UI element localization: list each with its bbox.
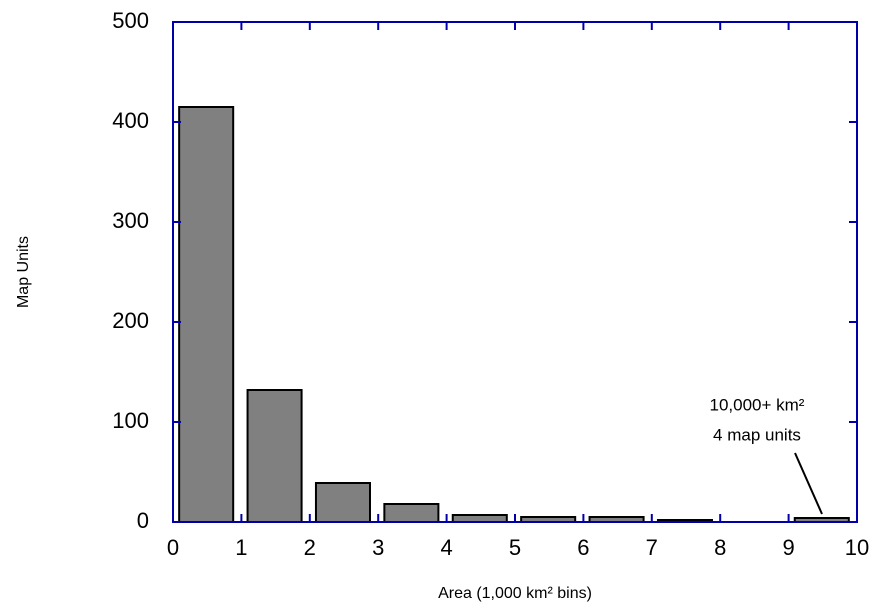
x-tick-label: 6 xyxy=(577,535,589,560)
x-tick-label: 9 xyxy=(782,535,794,560)
x-tick-label: 8 xyxy=(714,535,726,560)
annotation-pointer xyxy=(794,452,823,515)
bar xyxy=(383,503,440,523)
y-tick-label: 400 xyxy=(112,108,149,133)
y-tick-label: 300 xyxy=(112,208,149,233)
x-tick-label: 10 xyxy=(845,535,869,560)
x-axis-title: Area (1,000 km² bins) xyxy=(438,585,592,602)
y-tick-label: 0 xyxy=(137,508,149,533)
annotation: 10,000+ km² xyxy=(710,395,805,414)
x-tick-label: 7 xyxy=(646,535,658,560)
bar xyxy=(178,106,235,523)
x-tick-label: 0 xyxy=(167,535,179,560)
x-tick-label: 5 xyxy=(509,535,521,560)
y-axis-title: Map Units xyxy=(15,236,32,308)
x-tick-label: 2 xyxy=(304,535,316,560)
x-tick-label: 3 xyxy=(372,535,384,560)
annotation: 4 map units xyxy=(713,425,801,444)
y-tick-label: 100 xyxy=(112,408,149,433)
y-tick-label: 200 xyxy=(112,308,149,333)
bar xyxy=(451,514,508,523)
y-tick-label: 500 xyxy=(112,8,149,33)
bar xyxy=(314,482,371,523)
x-tick-label: 1 xyxy=(235,535,247,560)
bar xyxy=(246,389,303,523)
x-tick-label: 4 xyxy=(440,535,452,560)
